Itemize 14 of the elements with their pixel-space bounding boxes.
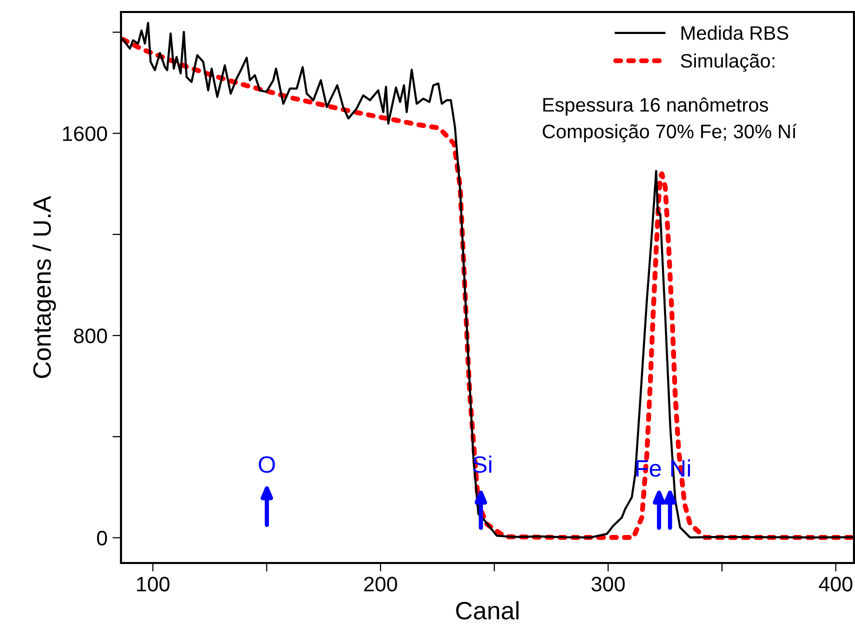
y-axis-title: Contagens / U.A bbox=[32, 196, 56, 378]
legend-label: Medida RBS bbox=[682, 26, 788, 40]
annotation: O bbox=[258, 456, 275, 473]
x-axis-title: Canal bbox=[456, 601, 518, 620]
x-tick-label: 400 bbox=[818, 576, 852, 592]
x-tick-label: 100 bbox=[137, 576, 170, 592]
y-tick-label: 1600 bbox=[63, 126, 107, 142]
y-tick-label: 0 bbox=[97, 530, 107, 546]
x-tick-label: 200 bbox=[364, 576, 398, 592]
y-tick-label: 800 bbox=[74, 328, 107, 344]
legend-label: Simulação: bbox=[680, 53, 774, 72]
annotation: Composição 70% Fe; 30% Ní bbox=[542, 124, 797, 142]
annotation: Espessura 16 nanômetros bbox=[543, 97, 768, 116]
x-tick-label: 300 bbox=[592, 576, 625, 592]
